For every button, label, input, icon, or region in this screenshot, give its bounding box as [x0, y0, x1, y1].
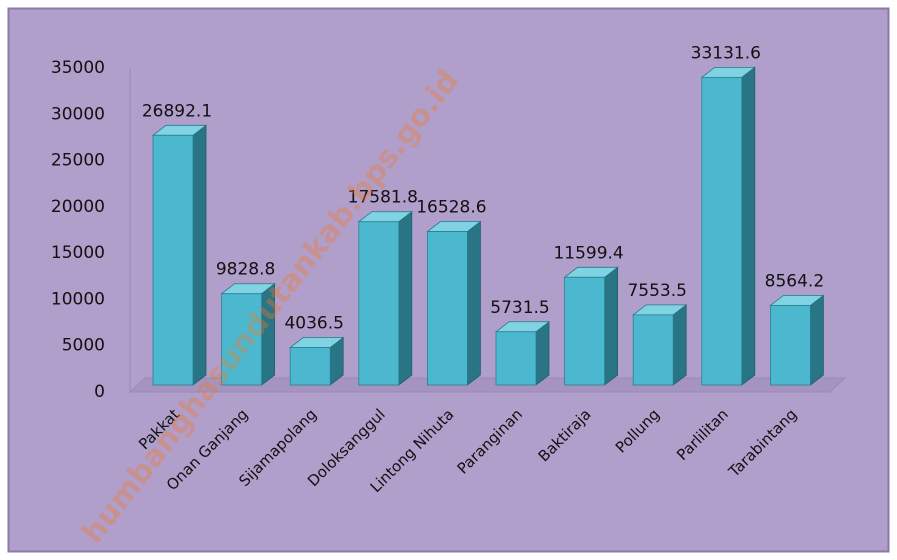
bar-side: [466, 220, 481, 386]
y-tick-label: 25000: [51, 151, 105, 171]
bar: [632, 314, 674, 386]
y-tick-label: 0: [94, 382, 105, 402]
bar: [426, 231, 468, 386]
bar-side: [604, 266, 618, 386]
bar: [564, 276, 605, 386]
data-label: 8564.2: [765, 271, 824, 291]
data-label: 33131.6: [691, 43, 761, 63]
bar: [358, 221, 400, 386]
bar-side: [672, 304, 687, 386]
y-tick-label: 35000: [51, 58, 105, 78]
bar-side: [398, 210, 413, 386]
data-label: 11599.4: [553, 243, 623, 263]
bar: [289, 347, 331, 386]
bar-side: [810, 294, 824, 386]
bar-side: [535, 320, 550, 386]
bar-side: [192, 124, 207, 386]
data-label: 17581.8: [348, 188, 418, 208]
bar: [770, 305, 811, 386]
data-label: 5731.5: [490, 298, 549, 318]
data-label: 4036.5: [284, 314, 343, 334]
y-tick-label: 20000: [51, 197, 105, 217]
data-label: 26892.1: [142, 101, 212, 121]
data-label: 7553.5: [627, 281, 686, 301]
y-tick-label: 15000: [51, 243, 105, 263]
y-tick-label: 30000: [51, 104, 105, 124]
bar: [701, 76, 743, 386]
data-label: 16528.6: [416, 198, 486, 218]
y-tick-label: 10000: [51, 289, 105, 309]
y-tick-label: 5000: [62, 336, 105, 356]
bar-side: [741, 66, 756, 386]
bar: [495, 331, 537, 386]
bar: [221, 293, 263, 386]
data-label: 9828.8: [216, 260, 275, 280]
bar: [152, 134, 194, 386]
